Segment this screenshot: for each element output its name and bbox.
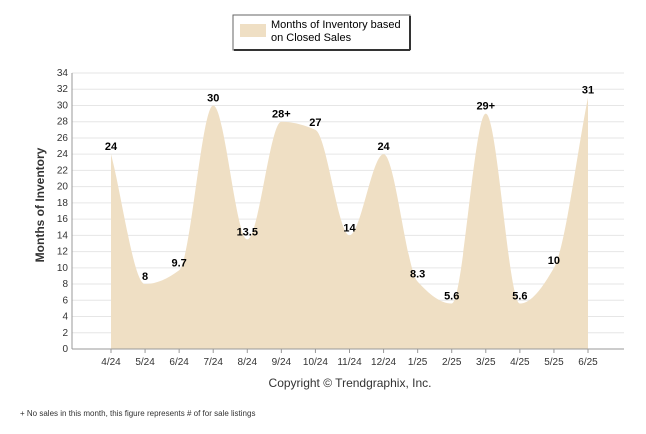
data-label-12/24: 24 (377, 141, 390, 153)
y-tick-label-10: 10 (57, 263, 69, 274)
x-tick-label-3/25: 3/25 (476, 357, 496, 368)
legend: Months of Inventory based on Closed Sale… (232, 14, 411, 51)
data-label-1/25: 8.3 (410, 269, 425, 281)
x-tick-label-7/24: 7/24 (203, 357, 223, 368)
x-tick-label-6/24: 6/24 (169, 357, 189, 368)
data-label-9/24: 28+ (272, 109, 291, 121)
y-tick-label-14: 14 (57, 230, 69, 241)
y-tick-label-16: 16 (57, 214, 69, 225)
y-tick-label-4: 4 (62, 312, 68, 323)
data-label-3/25: 29+ (476, 101, 495, 113)
y-tick-label-24: 24 (57, 149, 69, 160)
y-tick-label-32: 32 (57, 84, 69, 95)
x-tick-label-2/25: 2/25 (442, 357, 462, 368)
y-tick-label-20: 20 (57, 182, 69, 193)
x-tick-label-5/24: 5/24 (135, 357, 155, 368)
x-tick-label-8/24: 8/24 (238, 357, 258, 368)
data-label-11/24: 14 (343, 222, 356, 234)
data-labels: 24 8 9.7 30 13.5 28+ 27 14 24 8.3 5.6 29+ 5.6 10 31 (105, 84, 594, 302)
data-label-5/25: 10 (548, 255, 560, 267)
data-label-4/25: 5.6 (512, 291, 527, 303)
x-tick-label-9/24: 9/24 (272, 357, 292, 368)
y-tick-label-8: 8 (62, 279, 68, 290)
legend-line-2: on Closed Sales (271, 32, 352, 44)
x-tick-label-4/25: 4/25 (510, 357, 530, 368)
y-tick-label-2: 2 (62, 328, 68, 339)
copyright-text: Copyright © Trendgraphix, Inc. (269, 376, 432, 390)
footnote-text: + No sales in this month, this figure re… (20, 409, 255, 418)
y-tick-label-26: 26 (57, 133, 69, 144)
legend-line-1: Months of Inventory based (271, 19, 401, 31)
y-axis-label: Months of Inventory (33, 147, 47, 262)
x-tick-labels: 4/24 5/24 6/24 7/24 8/24 9/24 10/24 11/24 12/24 1… (101, 357, 598, 368)
data-label-10/24: 27 (309, 117, 321, 129)
y-tick-label-18: 18 (57, 198, 69, 209)
y-tick-label-22: 22 (57, 165, 69, 176)
data-label-8/24: 13.5 (237, 226, 258, 238)
axes (71, 73, 624, 353)
x-tick-label-5/25: 5/25 (544, 357, 564, 368)
data-label-7/24: 30 (207, 92, 219, 104)
y-tick-label-30: 30 (57, 100, 69, 111)
y-tick-label-28: 28 (57, 117, 69, 128)
y-tick-label-0: 0 (62, 344, 68, 355)
inventory-area (111, 97, 588, 350)
data-label-2/25: 5.6 (444, 291, 459, 303)
x-tick-label-10/24: 10/24 (303, 357, 328, 368)
legend-swatch (240, 24, 266, 37)
data-label-6/24: 9.7 (171, 257, 186, 269)
x-tick-label-11/24: 11/24 (337, 357, 362, 368)
y-tick-label-12: 12 (57, 247, 69, 258)
data-label-6/25: 31 (582, 84, 594, 96)
y-tick-label-6: 6 (62, 295, 68, 306)
x-tick-label-1/25: 1/25 (408, 357, 428, 368)
x-tick-label-6/25: 6/25 (578, 357, 598, 368)
data-label-5/24: 8 (142, 271, 148, 283)
x-tick-label-12/24: 12/24 (371, 357, 396, 368)
y-tick-label-34: 34 (57, 68, 69, 79)
x-tick-label-4/24: 4/24 (101, 357, 121, 368)
data-label-4/24: 24 (105, 141, 118, 153)
